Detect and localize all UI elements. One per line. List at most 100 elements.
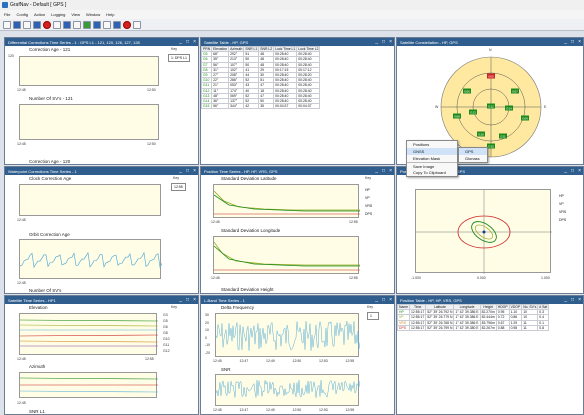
close-icon[interactable]: × — [389, 168, 392, 174]
menu-view[interactable]: View — [71, 12, 80, 17]
table-row[interactable]: G9 27° 208° 44 30 00:28:40 00:28:20 — [201, 71, 321, 79]
satellite-icon[interactable] — [113, 20, 121, 29]
context-item-elevation-mask[interactable]: Elevation Mask — [413, 156, 441, 161]
column-header[interactable]: Azimuth — [228, 46, 245, 53]
menu-window[interactable]: Window — [86, 12, 101, 17]
open-icon[interactable] — [13, 20, 21, 29]
satellite-marker[interactable] — [487, 103, 495, 109]
table-icon[interactable] — [63, 20, 71, 29]
close-icon[interactable]: × — [389, 297, 392, 303]
minimize-icon[interactable]: _ — [179, 168, 183, 174]
table-row[interactable]: G15 56° 344° 42 35 00:04:37 00:04:37 — [201, 103, 321, 110]
minimize-icon[interactable]: _ — [564, 168, 568, 174]
column-header[interactable]: HDOP — [495, 304, 510, 311]
satellite-key-item[interactable]: G12 — [163, 349, 170, 353]
maximize-icon[interactable]: □ — [382, 297, 386, 303]
window-controls: _ □ × — [179, 38, 196, 46]
close-icon[interactable]: × — [193, 168, 196, 174]
column-header[interactable]: SNR L1 — [243, 46, 260, 53]
satellite-key-item[interactable]: G3 — [163, 313, 168, 317]
x-start-tick: 12:45 — [211, 220, 220, 224]
satellite-marker[interactable] — [505, 105, 513, 111]
table-row[interactable]: HP 12:55:17 52° 39' 26.792 N 1° 42' 39.386 … — [397, 309, 550, 316]
timeseries-icon[interactable] — [103, 20, 111, 29]
column-header[interactable]: Elevation — [211, 46, 230, 53]
maximize-icon[interactable]: □ — [186, 168, 190, 174]
satellite-marker[interactable] — [487, 143, 495, 149]
minimize-icon[interactable]: _ — [375, 168, 379, 174]
submenu-gps[interactable]: GPS — [459, 148, 487, 155]
menu-logging[interactable]: Logging — [51, 12, 66, 17]
settings-icon[interactable] — [133, 20, 141, 29]
maximize-icon[interactable]: □ — [571, 39, 575, 45]
table-row[interactable]: G13 48° 069° 52 47 00:28:40 00:28:40 — [201, 92, 321, 99]
close-icon[interactable]: × — [193, 297, 196, 303]
table-row[interactable]: VRS 12:55:17 52° 39' 26.768 N 1° 42' 39.386… — [397, 319, 550, 326]
minimize-icon[interactable]: _ — [179, 297, 183, 303]
table-row[interactable]: DPS 12:55:17 52° 39' 26.799 N 1° 42' 39.380… — [397, 324, 550, 331]
satellite-key-item[interactable]: G8 — [163, 331, 168, 335]
minimize-icon[interactable]: _ — [564, 297, 568, 303]
minimize-icon[interactable]: _ — [375, 39, 379, 45]
satellite-key-item[interactable]: G11 — [163, 343, 170, 347]
satellite-key-item[interactable]: G10 — [163, 337, 170, 341]
maximize-icon[interactable]: □ — [571, 168, 575, 174]
satellite-label: G11 — [500, 134, 506, 138]
close-icon[interactable]: × — [578, 39, 581, 45]
satellite-marker[interactable] — [521, 115, 529, 121]
context-item-copy-clipboard[interactable]: Copy To Clipboard — [413, 170, 446, 175]
maximize-icon[interactable]: □ — [571, 297, 575, 303]
maximize-icon[interactable]: □ — [186, 39, 190, 45]
column-header[interactable]: SNR L2 — [258, 46, 275, 53]
scatter-icon[interactable] — [93, 20, 101, 29]
skyplot-icon[interactable] — [83, 20, 91, 29]
lband-icon[interactable] — [123, 20, 131, 29]
column-header[interactable]: No. SV's — [521, 304, 539, 311]
column-header[interactable]: PRN — [201, 46, 213, 53]
context-item-positions[interactable]: Positions — [413, 142, 430, 147]
maximize-icon[interactable]: □ — [186, 297, 190, 303]
column-header[interactable]: VDOP — [508, 304, 523, 311]
close-icon[interactable]: × — [578, 168, 581, 174]
context-item-gnss[interactable]: GNSS — [407, 148, 457, 155]
satellite-key-item[interactable]: G5 — [163, 319, 168, 323]
table-row[interactable]: VP 12:55:17 52° 39' 26.779 N 1° 42' 39.386 … — [397, 314, 550, 321]
column-header[interactable]: Lock Time L2 — [296, 46, 321, 53]
submenu-glonass[interactable]: Glonass — [465, 156, 480, 161]
new-icon[interactable] — [3, 20, 11, 29]
pause-icon[interactable] — [53, 20, 61, 29]
satellite-marker[interactable] — [463, 88, 471, 94]
column-header[interactable]: Lock Time L1 — [273, 46, 298, 53]
key-label: Key — [171, 305, 178, 309]
column-header[interactable]: Name — [397, 304, 411, 311]
menu-action[interactable]: Action — [34, 12, 46, 17]
context-item-save-image[interactable]: Save Image — [407, 162, 457, 169]
close-icon[interactable]: × — [578, 297, 581, 303]
minimize-icon[interactable]: _ — [564, 39, 568, 45]
table-row[interactable]: G14 36° 137° 52 50 00:28:40 00:28:40 — [201, 97, 321, 105]
satellite-marker[interactable] — [499, 133, 507, 139]
record-icon[interactable] — [43, 20, 51, 29]
key-box[interactable]: 1 — [367, 312, 379, 320]
maximize-icon[interactable]: □ — [382, 39, 386, 45]
satellite-key-item[interactable]: G6 — [163, 325, 168, 329]
column-header[interactable]: # Sat — [537, 304, 550, 311]
menu-file[interactable]: File — [4, 12, 11, 17]
minimize-icon[interactable]: _ — [179, 39, 183, 45]
menu-help[interactable]: Help — [106, 12, 115, 17]
maximize-icon[interactable]: □ — [382, 168, 386, 174]
key-box[interactable]: 12:55 — [171, 183, 186, 191]
save-icon[interactable] — [23, 20, 31, 29]
satellite-marker[interactable] — [511, 88, 519, 94]
plot-icon[interactable] — [73, 20, 81, 29]
menu-config[interactable]: Config — [16, 12, 29, 17]
minimize-icon[interactable]: _ — [375, 297, 379, 303]
satellite-marker[interactable] — [477, 131, 485, 137]
satellite-marker[interactable] — [469, 109, 477, 115]
close-icon[interactable]: × — [389, 39, 392, 45]
close-icon[interactable]: × — [193, 39, 196, 45]
satellite-marker[interactable] — [487, 73, 495, 79]
satellite-marker[interactable] — [453, 113, 461, 119]
key-box[interactable]: 1: DPS L1 — [168, 54, 190, 62]
connect-icon[interactable] — [33, 20, 41, 29]
